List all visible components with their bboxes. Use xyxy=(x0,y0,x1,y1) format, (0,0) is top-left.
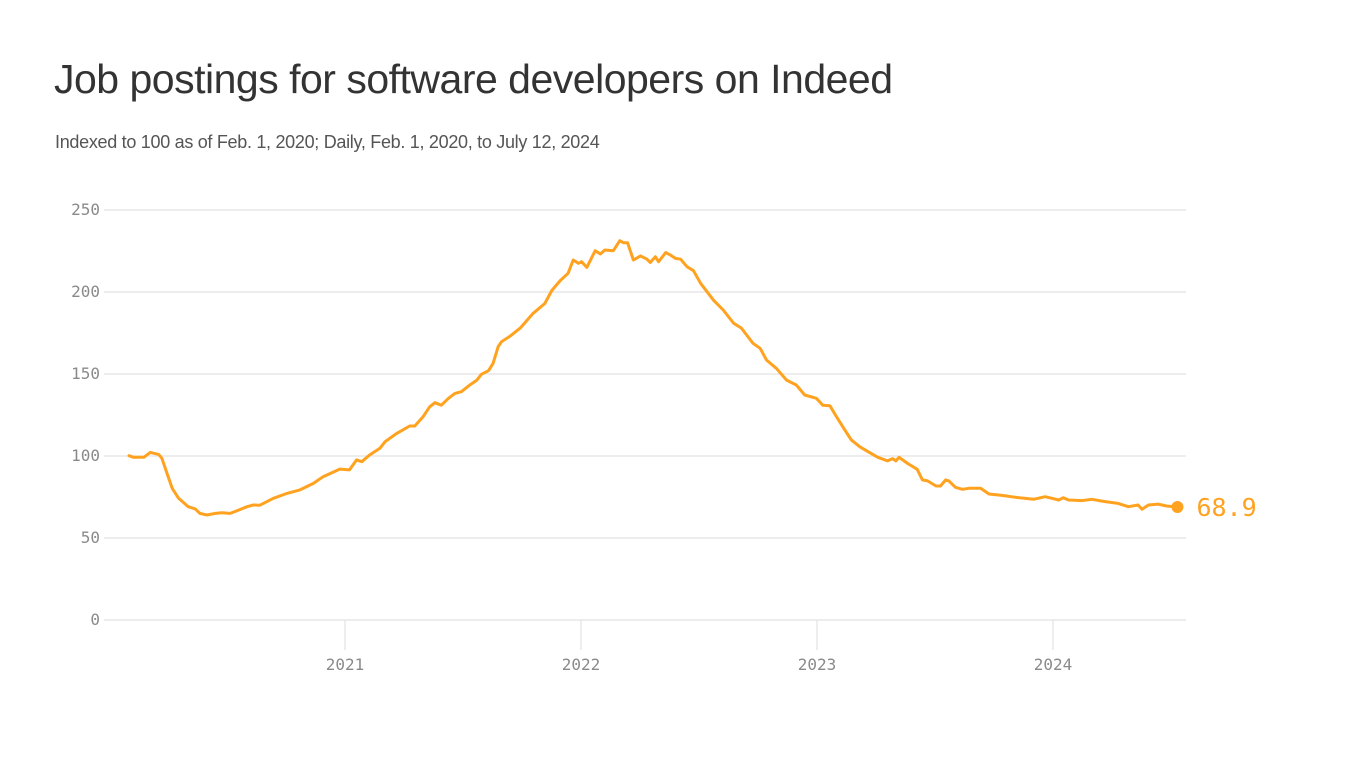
y-tick-label: 100 xyxy=(71,446,100,465)
y-tick-label: 50 xyxy=(81,528,100,547)
series-line xyxy=(127,239,1179,517)
y-tick-label: 0 xyxy=(90,610,100,629)
x-tick-label: 2023 xyxy=(798,655,837,674)
y-axis-tick-labels: 0 50 100 150 200 250 xyxy=(71,200,100,629)
x-tick-label: 2022 xyxy=(562,655,601,674)
x-axis: 2021 2022 2023 2024 xyxy=(326,620,1073,674)
gridlines xyxy=(104,209,1186,621)
end-value-label: 68.9 xyxy=(1196,493,1256,522)
series-layer: 68.9 xyxy=(127,239,1257,522)
y-tick-label: 250 xyxy=(71,200,100,219)
x-tick-label: 2021 xyxy=(326,655,365,674)
y-tick-label: 200 xyxy=(71,282,100,301)
y-tick-label: 150 xyxy=(71,364,100,383)
chart-title: Job postings for software developers on … xyxy=(54,56,893,102)
x-tick-label: 2024 xyxy=(1034,655,1073,674)
chart-subtitle: Indexed to 100 as of Feb. 1, 2020; Daily… xyxy=(55,132,600,152)
end-point-marker xyxy=(1171,501,1184,514)
